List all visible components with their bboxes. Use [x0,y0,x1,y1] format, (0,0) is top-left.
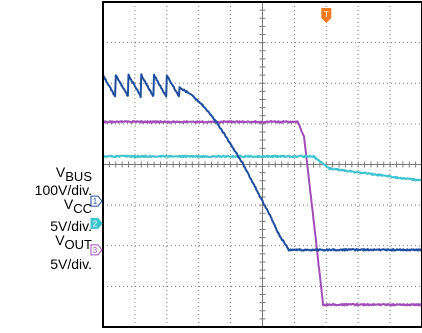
vcc-name-label: VCC [63,196,92,216]
channel-markers: 1 2 3 [90,195,103,256]
channel-marker-number: 1 [93,197,98,206]
channel-marker-shape [90,217,103,229]
vcc-scale-label: 5V/div. [50,218,92,234]
channel-marker-vout: 3 [90,244,103,256]
trace-layer [102,73,422,307]
channel-marker-shape [90,195,103,207]
vout-trace [102,120,422,307]
trigger-marker-shape [321,8,332,23]
trigger-marker-letter: T [324,10,329,19]
channel-marker-vbus: 1 [90,195,103,207]
vbus-trace [102,73,422,252]
channel-marker-vcc: 2 [90,217,103,229]
vbus-name-label: VBUS [55,164,92,184]
channel-marker-number: 2 [93,219,98,228]
grid [102,1,422,328]
plot-frame [102,1,422,328]
vbus-scale-label: 100V/div. [34,182,92,198]
channel-label-panel: VBUS 100V/div. VCC 5V/div. VOUT 5V/div. [0,0,100,333]
vcc-trace [102,154,422,182]
vout-name-label: VOUT [55,232,92,252]
vout-scale-label: 5V/div. [50,256,92,272]
trigger-marker: T [321,8,332,23]
channel-marker-shape [90,244,103,256]
channel-marker-number: 3 [93,246,98,255]
